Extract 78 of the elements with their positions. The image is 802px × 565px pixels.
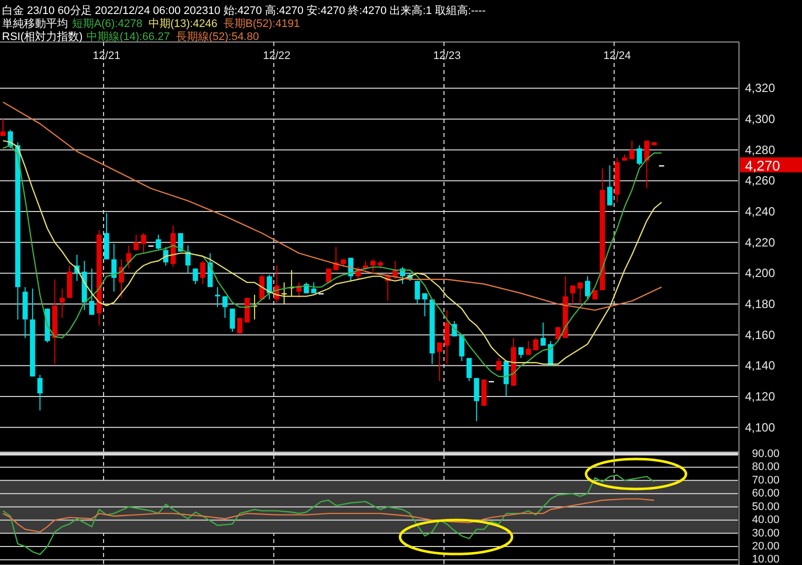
text: 中期(13):4246 xyxy=(148,17,218,30)
candlestick xyxy=(518,346,524,358)
legend-title: RSI(相対力指数) xyxy=(2,30,83,43)
candlestick xyxy=(414,280,420,305)
y-tick-label: 4,160 xyxy=(745,328,776,342)
candlestick xyxy=(607,164,612,206)
line-series xyxy=(2,498,655,533)
candlestick xyxy=(89,268,94,316)
candlestick xyxy=(578,282,583,305)
candlestick xyxy=(230,308,235,332)
candlestick xyxy=(192,268,198,284)
candlestick xyxy=(282,282,287,305)
candlestick xyxy=(237,317,242,334)
y-tick-label: 60.00 xyxy=(752,488,780,500)
y-tick-label: 4,140 xyxy=(745,358,776,373)
y-tick-label: 4,100 xyxy=(745,420,776,434)
candlestick xyxy=(474,378,480,422)
legend-title: 単純移動平均 xyxy=(2,18,68,30)
y-tick-label: 50.00 xyxy=(752,500,780,513)
x-tick-label: 12/21 xyxy=(92,50,120,62)
candlestick xyxy=(0,118,6,137)
text: 4,270 xyxy=(745,157,780,174)
candlestick xyxy=(111,243,117,292)
candlestick xyxy=(326,268,332,283)
y-tick-label: 4,320 xyxy=(745,81,776,96)
candlestick xyxy=(370,258,376,272)
candlestick xyxy=(555,326,561,342)
y-tick-label: 20.00 xyxy=(752,540,780,552)
candlestick xyxy=(60,288,65,318)
candlestick xyxy=(644,140,650,189)
y-tick-label: 4,240 xyxy=(745,204,776,219)
candlestick xyxy=(570,285,576,305)
candlestick xyxy=(222,296,228,318)
candlestick xyxy=(584,276,590,300)
text: 中期線(14):66.27 xyxy=(86,30,170,43)
y-tick-label: 30.00 xyxy=(752,527,780,540)
line-series xyxy=(2,102,662,311)
chart-title: 白金 23/10 60分足 2022/12/24 06:00 202310 始:4270 高:4270 安:4270 終:4270 出来高:1 取組高:---- xyxy=(2,4,486,17)
x-tick-label: 12/22 xyxy=(262,50,291,62)
y-tick-label: 70.00 xyxy=(752,474,780,486)
text: 短期A(6):4278 xyxy=(72,18,142,30)
candlestick xyxy=(629,140,635,160)
y-tick-label: 80.00 xyxy=(752,461,780,474)
candlestick xyxy=(200,260,206,284)
text: 長期線(52):54.80 xyxy=(176,31,259,43)
y-tick-label: 90.00 xyxy=(752,448,780,460)
candlestick xyxy=(459,334,464,362)
candlestick xyxy=(140,232,146,254)
y-tick-label: 4,300 xyxy=(745,112,776,126)
candlestick xyxy=(466,357,472,382)
line-series xyxy=(2,474,655,556)
text: 長期B(52):4191 xyxy=(223,18,300,30)
candlestick xyxy=(392,260,398,280)
candlestick xyxy=(156,234,161,251)
candlestick xyxy=(422,292,428,317)
candlestick xyxy=(540,322,546,346)
candlestick xyxy=(37,374,43,411)
y-tick-label: 10.00 xyxy=(752,554,780,565)
candlestick xyxy=(526,340,531,356)
y-tick-label: 4,200 xyxy=(745,266,776,280)
y-tick-label: 4,180 xyxy=(745,297,776,312)
x-tick-label: 12/24 xyxy=(603,50,631,62)
y-tick-label: 4,220 xyxy=(745,235,776,250)
candlestick xyxy=(134,234,139,251)
candlestick xyxy=(214,286,220,308)
y-tick-label: 4,260 xyxy=(745,174,776,188)
y-tick-label: 4,280 xyxy=(745,142,776,157)
candlestick xyxy=(636,144,642,166)
candlestick xyxy=(436,342,442,382)
candlestick xyxy=(444,310,450,365)
candlestick xyxy=(126,244,132,270)
candlestick xyxy=(533,337,538,351)
candlestick xyxy=(504,360,509,398)
candlestick xyxy=(592,290,598,300)
x-tick-label: 12/23 xyxy=(433,50,461,62)
y-tick-label: 4,120 xyxy=(745,390,776,404)
y-tick-label: 40.00 xyxy=(752,514,780,526)
candlestick xyxy=(496,357,502,371)
